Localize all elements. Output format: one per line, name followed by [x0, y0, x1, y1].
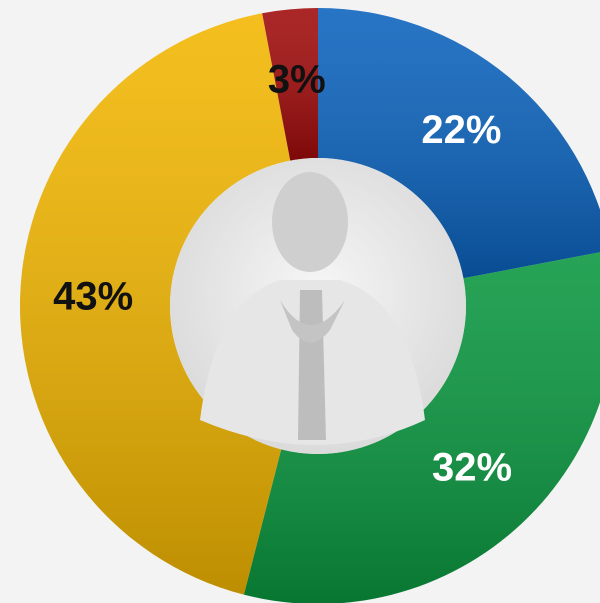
value-label: 22%	[421, 108, 501, 152]
value-label: 3%	[268, 58, 326, 102]
value-label: 32%	[432, 446, 512, 490]
center-photo	[170, 158, 466, 454]
value-label: 43%	[53, 274, 133, 318]
